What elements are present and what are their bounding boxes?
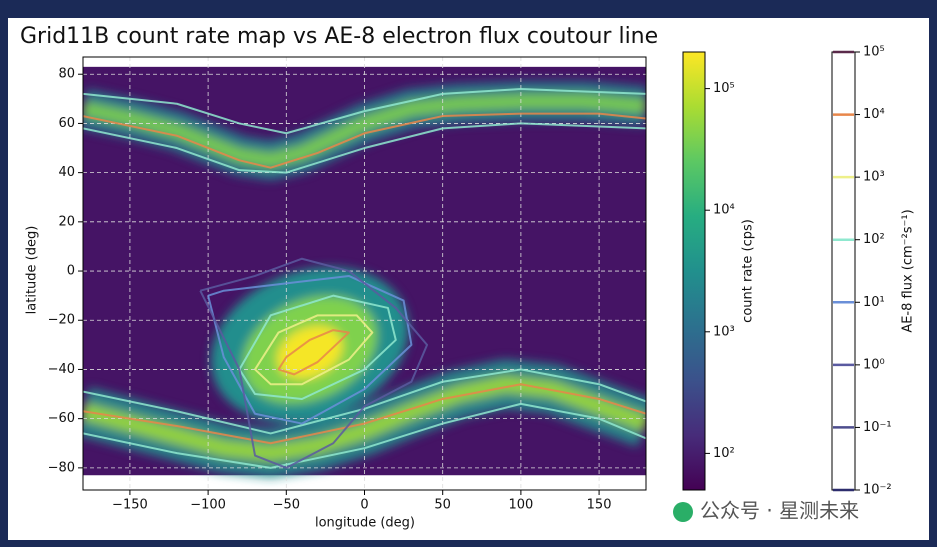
x-tick-label: 50 bbox=[434, 498, 451, 513]
contour-colorbar-tick-label: 10³ bbox=[863, 170, 885, 185]
x-tick-label: −50 bbox=[273, 498, 300, 513]
contour-line bbox=[83, 112, 646, 169]
colorbar-tick-label: 10⁴ bbox=[713, 203, 735, 218]
y-tick-label: 60 bbox=[58, 116, 75, 131]
wechat-icon bbox=[673, 502, 693, 522]
contour-line bbox=[83, 87, 646, 135]
colorbar bbox=[683, 52, 705, 490]
x-tick-label: 0 bbox=[360, 498, 368, 513]
contour-colorbar-tick-label: 10⁻² bbox=[863, 483, 892, 498]
x-tick-label: −100 bbox=[190, 498, 226, 513]
contour-colorbar-tick-label: 10¹ bbox=[863, 295, 885, 310]
radiation-belt bbox=[83, 93, 646, 168]
contour-colorbar-tick-label: 10⁴ bbox=[863, 107, 885, 122]
x-tick-label: 100 bbox=[508, 498, 533, 513]
contour-line bbox=[83, 402, 646, 469]
colorbar-tick-label: 10⁵ bbox=[713, 81, 735, 96]
contour-line bbox=[199, 257, 429, 469]
y-tick-label: −80 bbox=[48, 460, 75, 475]
contour-line bbox=[277, 329, 350, 376]
y-axis-label: latitude (deg) bbox=[25, 226, 40, 315]
colorbar-label: count rate (cps) bbox=[741, 219, 756, 323]
colorbar-frame bbox=[682, 51, 706, 491]
contour-line bbox=[83, 368, 646, 435]
contour-colorbar-tick-label: 10⁵ bbox=[863, 45, 885, 60]
y-tick-label: 0 bbox=[67, 264, 75, 279]
chart-title: Grid11B count rate map vs AE-8 electron … bbox=[20, 24, 658, 49]
contour-colorbar-tick-label: 10⁰ bbox=[863, 357, 885, 372]
anomaly-region bbox=[276, 325, 343, 379]
contours bbox=[83, 57, 646, 490]
watermark: 公众号 · 星测未来 bbox=[700, 499, 859, 523]
y-tick-label: 20 bbox=[58, 214, 75, 229]
contour-colorbar-tick-label: 10² bbox=[863, 232, 885, 247]
contour-colorbar-tick-label: 10⁻¹ bbox=[863, 420, 892, 435]
colorbar-tick-label: 10² bbox=[713, 446, 735, 461]
x-axis-label: longitude (deg) bbox=[315, 516, 415, 531]
contour-line bbox=[83, 122, 646, 174]
contour-line bbox=[83, 383, 646, 445]
y-tick-label: 80 bbox=[58, 67, 75, 82]
contour-colorbar bbox=[831, 51, 856, 491]
x-tick-label: 150 bbox=[587, 498, 612, 513]
contour-line bbox=[238, 294, 397, 400]
contour-colorbar-label: AE-8 flux (cm⁻²s⁻¹) bbox=[901, 209, 916, 332]
colorbar-tick-label: 10³ bbox=[713, 324, 735, 339]
y-tick-label: −60 bbox=[48, 411, 75, 426]
y-tick-label: −40 bbox=[48, 362, 75, 377]
y-tick-label: 40 bbox=[58, 165, 75, 180]
x-tick-label: −150 bbox=[112, 498, 148, 513]
contour-line bbox=[254, 314, 374, 386]
y-tick-label: −20 bbox=[48, 313, 75, 328]
